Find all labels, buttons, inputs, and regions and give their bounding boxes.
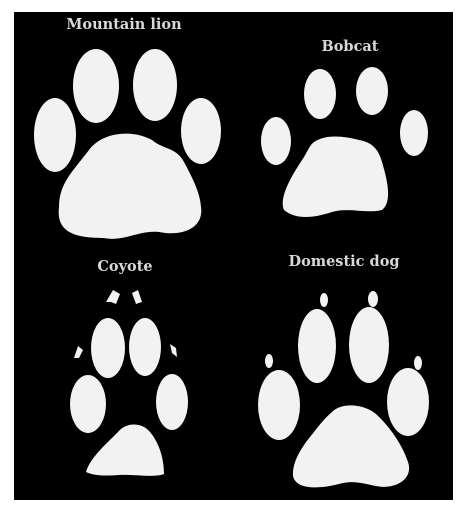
paw-print-diagram: Mountain lion Bobcat Coyote Domestic dog — [14, 12, 453, 500]
coyote-claw-3 — [132, 290, 142, 304]
coyote-toe-3 — [129, 318, 161, 376]
bobcat-track — [261, 67, 428, 217]
mountain-lion-heel-pad — [58, 133, 202, 239]
coyote-toe-4 — [156, 374, 188, 430]
bobcat-toe-4 — [400, 110, 428, 156]
coyote-claw-4 — [170, 344, 177, 357]
bobcat-toe-3 — [356, 67, 388, 115]
mountain-lion-label: Mountain lion — [66, 16, 182, 33]
bobcat-label: Bobcat — [321, 38, 379, 55]
dog-claw-3 — [368, 291, 378, 307]
dog-claw-4 — [414, 356, 422, 370]
coyote-track — [70, 290, 188, 476]
dog-toe-2 — [298, 309, 336, 383]
domestic-dog-label: Domestic dog — [288, 253, 400, 270]
coyote-claw-1 — [74, 346, 83, 358]
dog-claw-1 — [265, 354, 273, 368]
bobcat-toe-1 — [261, 117, 291, 165]
domestic-dog-track — [258, 291, 429, 488]
mountain-lion-track — [34, 49, 221, 239]
mountain-lion-toe-1 — [34, 98, 76, 172]
mountain-lion-toe-4 — [181, 98, 221, 164]
coyote-claw-2 — [106, 290, 120, 304]
coyote-toe-1 — [70, 375, 106, 433]
dog-claw-2 — [320, 293, 328, 307]
mountain-lion-toe-3 — [133, 49, 177, 121]
bobcat-toe-2 — [304, 69, 336, 119]
coyote-toe-2 — [91, 318, 125, 378]
dog-toe-4 — [387, 368, 429, 436]
bobcat-heel-pad — [282, 136, 389, 217]
coyote-label: Coyote — [97, 258, 153, 275]
mountain-lion-toe-2 — [73, 49, 119, 123]
dog-toe-3 — [349, 307, 389, 383]
coyote-heel-pad — [86, 424, 164, 476]
paw-prints-svg — [34, 49, 429, 488]
dog-heel-pad — [292, 405, 410, 488]
dog-toe-1 — [258, 370, 300, 440]
